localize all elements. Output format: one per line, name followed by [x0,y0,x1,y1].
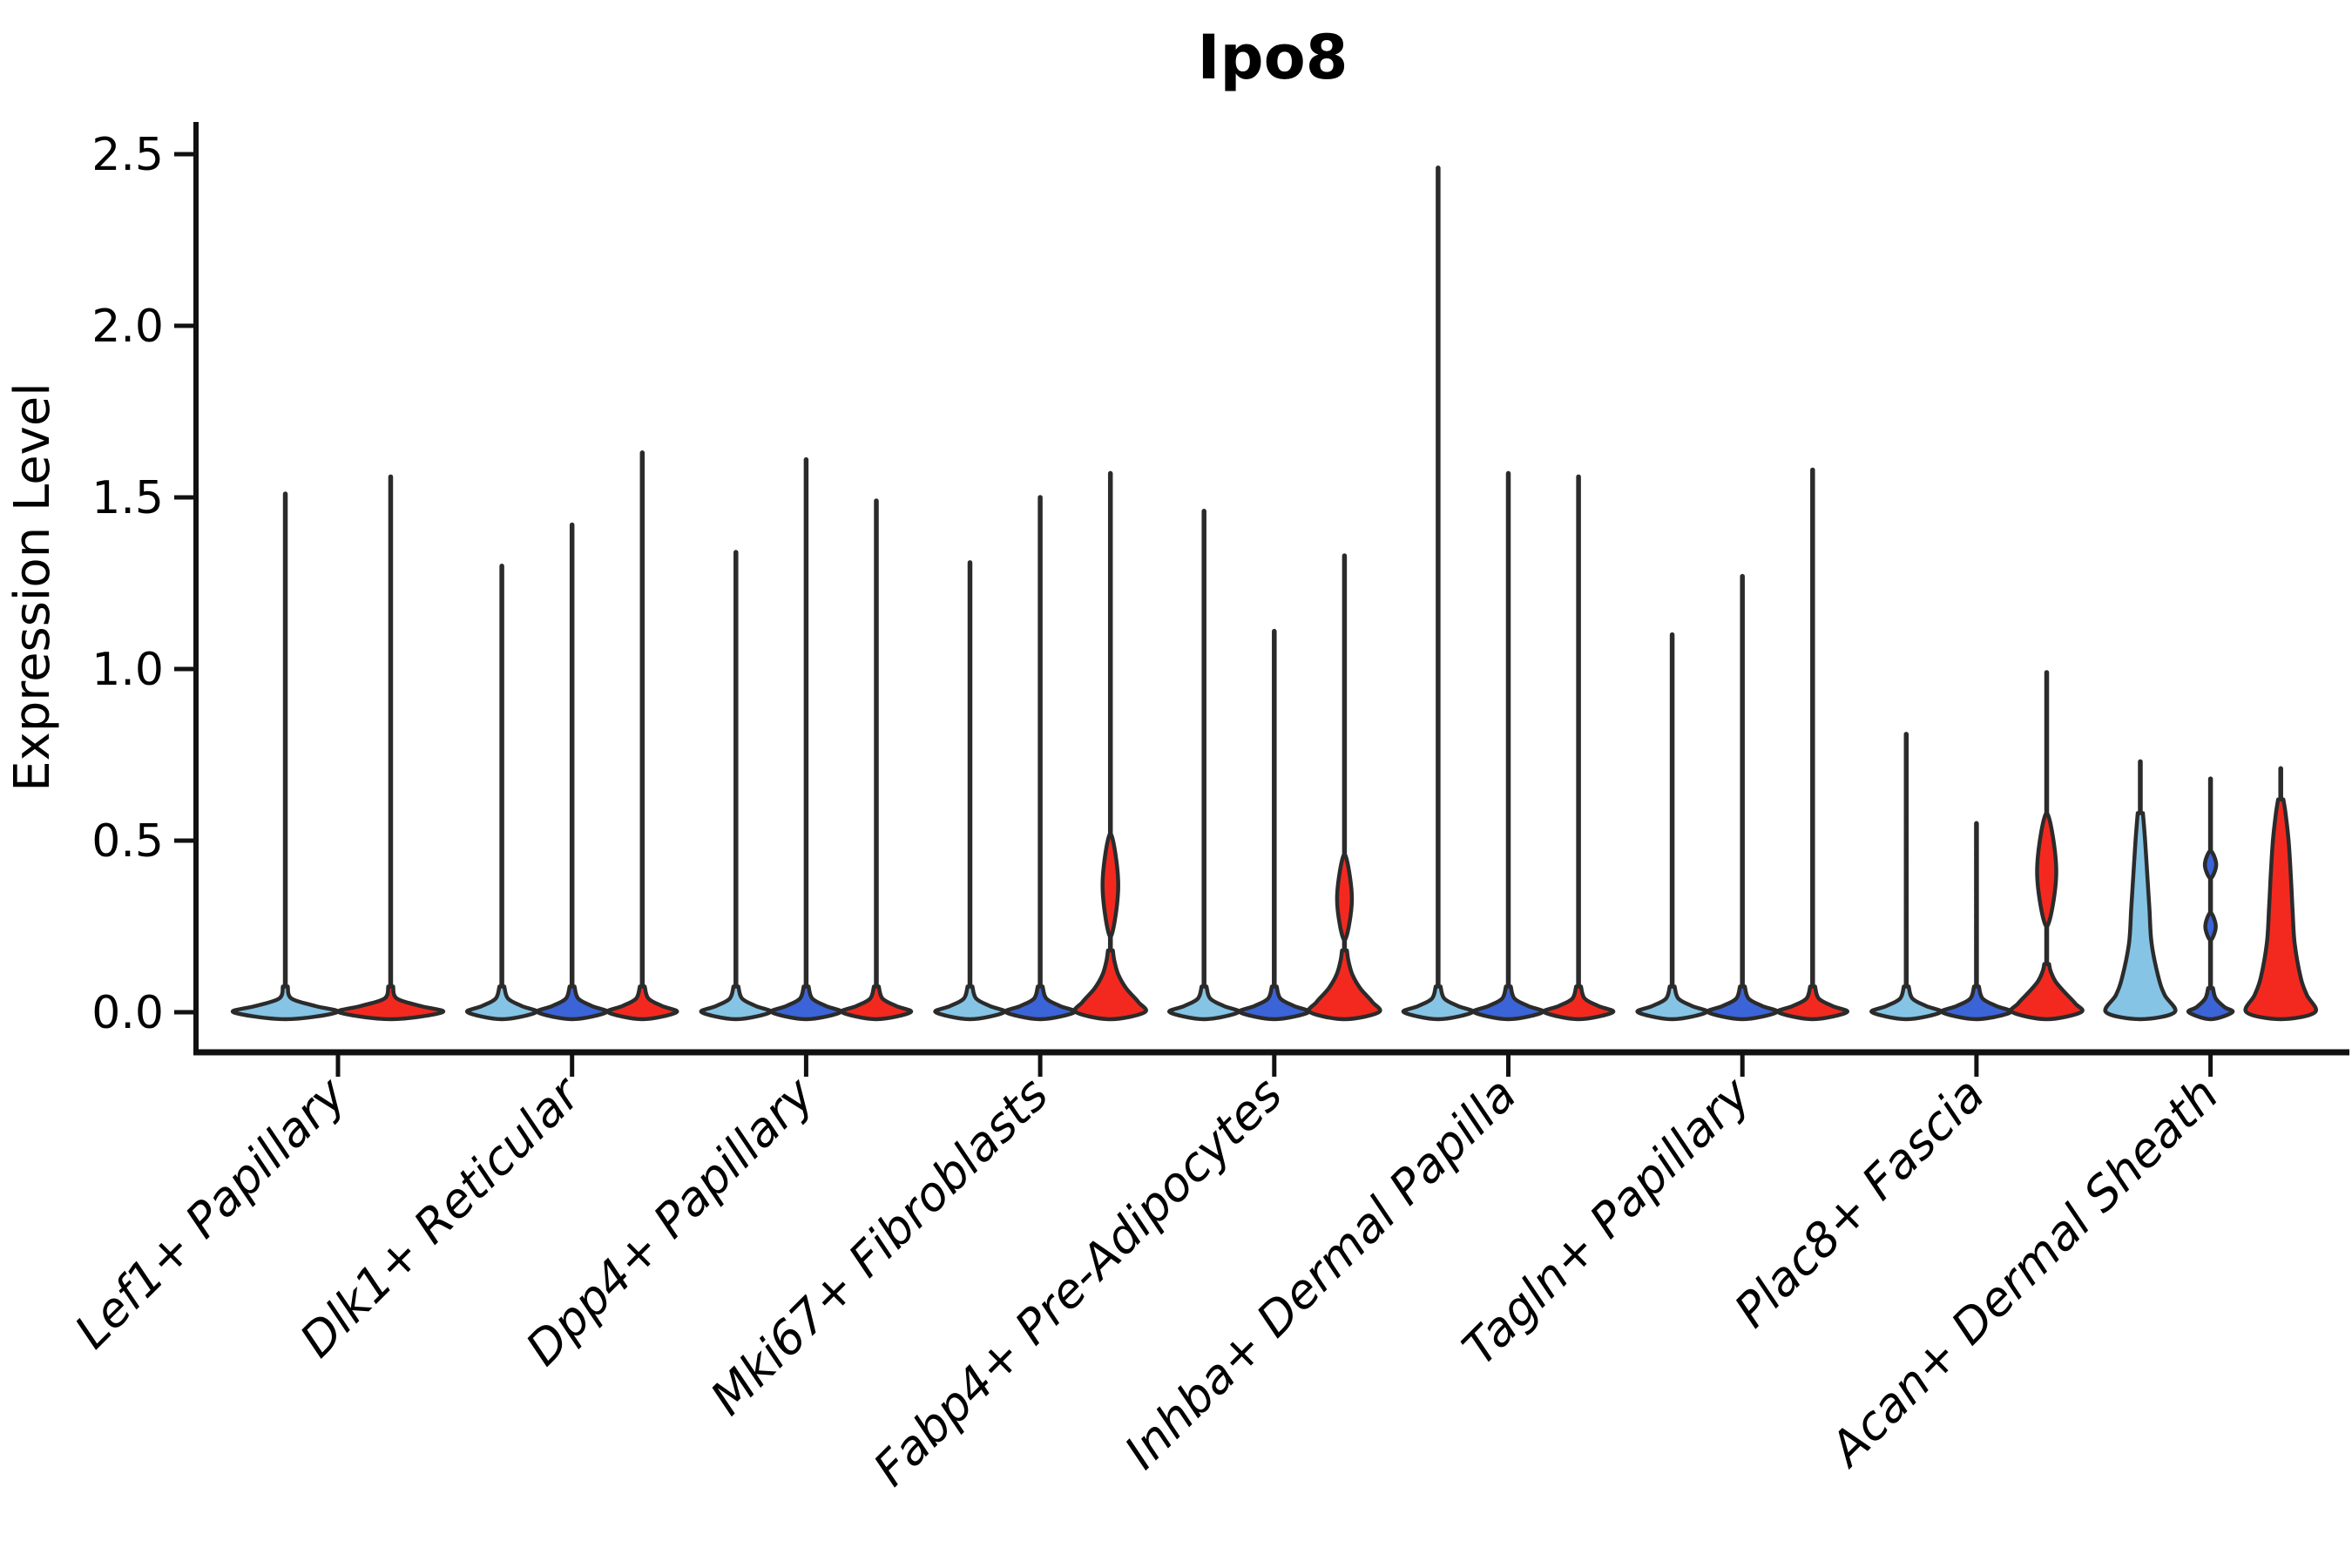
y-tick-label: 0.0 [91,987,164,1039]
violin-base [1003,984,1078,1022]
violin [335,474,446,1022]
violin-group [2103,759,2318,1022]
jitter-point [1903,817,1909,822]
violin-base [1541,984,1616,1022]
violin-base [1167,984,1241,1022]
jitter-point [1903,852,1909,857]
violin-base [2103,811,2178,1022]
jitter-point [1974,944,1979,950]
violin [1706,573,1780,1022]
jitter-point [1903,835,1909,840]
violin-bulge [2035,811,2058,929]
jitter-point [1974,841,1979,847]
violin-base [1869,984,1943,1022]
violin [2243,766,2318,1022]
violin-base [335,984,446,1022]
violin-base [464,984,539,1022]
violin-group [699,456,914,1022]
violin [1939,821,2014,1022]
violin [1635,632,1709,1022]
violin [2186,776,2235,1022]
jitter-point [1974,895,1979,900]
violin [933,560,1007,1022]
jitter-point [1974,886,1979,891]
violin-group [230,474,446,1022]
y-tick-label: 0.5 [91,815,164,868]
violin-bulge [1335,852,1355,943]
violin [699,550,773,1022]
violin [464,564,539,1022]
violin [2009,670,2085,1022]
violin-base [1072,948,1148,1022]
violin [605,450,679,1022]
jitter-point [1903,917,1909,923]
x-tick-label: Acan+ Dermal Sheath [1818,1067,2229,1478]
violin [839,498,914,1022]
violin-base [1237,984,1311,1022]
violin-bulge [1100,831,1120,939]
violin [1541,474,1616,1022]
violin-base [535,984,609,1022]
violin [1167,509,1241,1022]
violin-base [1401,984,1476,1022]
violin-base [230,984,341,1022]
violin-base [2009,962,2085,1022]
violin [1775,467,1849,1022]
violin-base [769,984,843,1022]
jitter-point [1974,877,1979,882]
violin-group [1167,509,1382,1022]
jitter-point [1903,896,1909,902]
violin-group [1401,166,1616,1022]
violin-bulge [2203,910,2218,943]
violin-base [699,984,773,1022]
violin [2103,759,2178,1022]
violin-base [839,984,914,1022]
violin [230,491,341,1022]
violin-group [1635,467,1849,1022]
violin-base [933,984,1007,1022]
violin-base [1471,984,1545,1022]
violin-base [1939,984,2014,1022]
violin [769,456,843,1022]
jitter-point [1974,923,1979,929]
violin-group [933,470,1148,1022]
violin-base [1635,984,1709,1022]
jitter-point [1974,868,1979,875]
violin [1003,495,1078,1022]
jitter-point [1974,934,1979,939]
violin-base [1706,984,1780,1022]
jitter-point [1974,861,1979,866]
violin-base [605,984,679,1022]
violin-base [2243,797,2318,1022]
y-tick-label: 2.0 [91,301,164,353]
jitter-point [1974,852,1979,857]
violin-bulge [2202,848,2219,881]
violin [1869,732,1943,1022]
violin-base [1307,948,1382,1022]
violin [1072,470,1148,1022]
plot-title: Ipo8 [1198,22,1348,93]
violin [1401,166,1476,1022]
jitter-point [1974,903,1979,909]
violin-group [464,450,679,1022]
x-tick-label: Inhba+ Dermal Papilla [1114,1067,1527,1480]
y-axis-label: Expression Level [4,382,61,792]
jitter-point [1974,914,1979,919]
violin [1237,628,1311,1022]
jitter-point [1903,872,1909,878]
x-tick-label: Plac8+ Fascia [1724,1067,1995,1338]
violin-base [2186,986,2235,1022]
violin [535,522,609,1022]
x-tick-label: Fabp4+ Pre-Adipocytes [863,1067,1293,1497]
violin-group [1869,670,2085,1022]
violin-base [1775,984,1849,1022]
violin [1471,470,1545,1022]
y-tick-label: 1.5 [91,472,164,524]
y-tick-label: 2.5 [91,129,164,181]
violin [1307,553,1382,1022]
y-tick-label: 1.0 [91,644,164,696]
